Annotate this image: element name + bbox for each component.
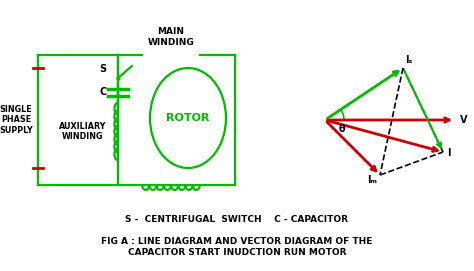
Text: Iₛ: Iₛ: [405, 55, 412, 65]
Text: AUXILIARY
WINDING: AUXILIARY WINDING: [59, 122, 107, 141]
Text: FIG A : LINE DIAGRAM AND VECTOR DIAGRAM OF THE
CAPACITOR START INUDCTION RUN MOT: FIG A : LINE DIAGRAM AND VECTOR DIAGRAM …: [101, 237, 373, 257]
Text: I: I: [447, 148, 450, 158]
Text: Iₘ: Iₘ: [367, 175, 377, 185]
Text: S: S: [100, 63, 107, 73]
Text: θ: θ: [339, 124, 346, 134]
Text: S -  CENTRIFUGAL  SWITCH    C - CAPACITOR: S - CENTRIFUGAL SWITCH C - CAPACITOR: [126, 215, 348, 224]
Text: V: V: [460, 115, 467, 125]
Text: SINGLE
PHASE
SUPPLY: SINGLE PHASE SUPPLY: [0, 105, 33, 135]
Text: ROTOR: ROTOR: [166, 113, 210, 123]
Text: MAIN
WINDING: MAIN WINDING: [147, 27, 194, 47]
Text: C: C: [100, 87, 107, 97]
